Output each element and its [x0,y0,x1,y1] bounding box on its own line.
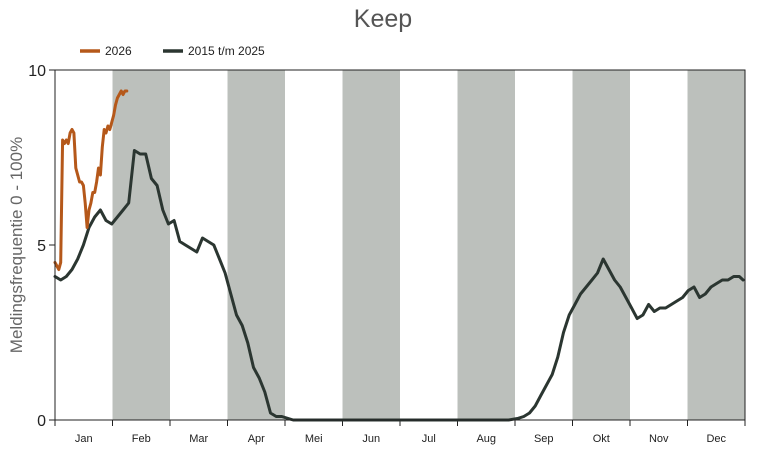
plot-frame [54,69,746,421]
x-tick-label-aug: Aug [476,433,496,445]
shade-dec [687,70,745,420]
x-tick-label-dec: Dec [706,433,726,445]
x-tick-label-apr: Apr [248,433,265,445]
x-tick-label-okt: Okt [593,433,610,445]
x-tick-label-jun: Jun [362,433,380,445]
x-tick-label-mei: Mei [305,433,323,445]
x-axis: Jan Feb Mar Apr Mei Jun Jul Aug Sep Okt Nov Dec [54,420,746,445]
shade-feb [112,70,170,420]
month-shading [112,70,745,420]
shade-apr [227,70,285,420]
series-line-2026 [53,89,129,271]
y-tick-label-0: 0 [37,413,46,430]
legend-label-2026: 2026 [105,44,132,58]
chart-title: Keep [354,5,412,33]
x-tick-label-sep: Sep [534,433,554,445]
y-axis: 0 5 10 [28,63,55,430]
x-tick-label-mar: Mar [189,433,208,445]
legend-label-2015-2025: 2015 t/m 2025 [188,44,265,58]
y-tick-label-10: 10 [28,63,46,80]
y-axis-label: Meldingsfrequentie 0 - 100% [7,137,26,353]
y-tick-label-5: 5 [37,238,46,255]
legend: 2026 2015 t/m 2025 [80,44,265,58]
x-tick-label-jan: Jan [75,433,93,445]
x-tick-label-nov: Nov [649,433,669,445]
x-tick-label-feb: Feb [132,433,151,445]
x-tick-label-jul: Jul [422,433,436,445]
shade-okt [572,70,630,420]
shade-jun [342,70,400,420]
shade-aug [457,70,515,420]
